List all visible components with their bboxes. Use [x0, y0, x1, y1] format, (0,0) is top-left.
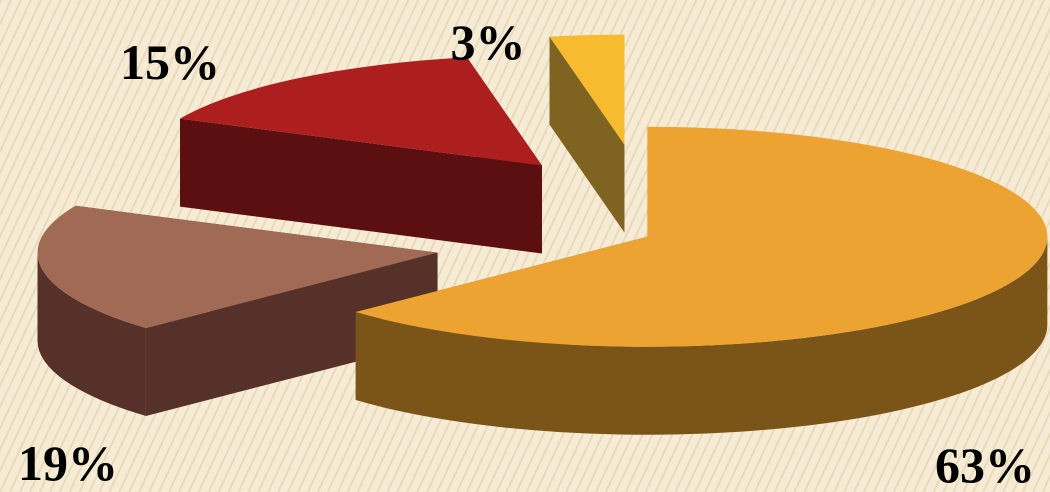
slice-label-1: 19% — [18, 435, 118, 491]
pie-slice-2-top — [180, 57, 542, 166]
slice-label-2: 15% — [120, 34, 220, 90]
pie-slice-0 — [355, 126, 1048, 435]
pie-slice-3 — [549, 34, 625, 233]
pie-slice-1-top — [37, 205, 438, 328]
pie-slice-2-radial-side-0 — [180, 118, 542, 254]
slice-label-0: 63% — [935, 437, 1035, 492]
slice-label-3: 3% — [450, 14, 526, 70]
pie-slice-1-outer-wall-0 — [37, 252, 146, 416]
pie-slice-2 — [180, 57, 542, 254]
pie-slice-3-radial-side-0 — [549, 36, 625, 233]
pie-slice-0-top — [355, 126, 1048, 347]
pie-slice-0-outer-wall-0 — [355, 236, 1048, 435]
pie-slice-3-top — [549, 34, 625, 145]
pie-slice-1 — [37, 205, 438, 416]
